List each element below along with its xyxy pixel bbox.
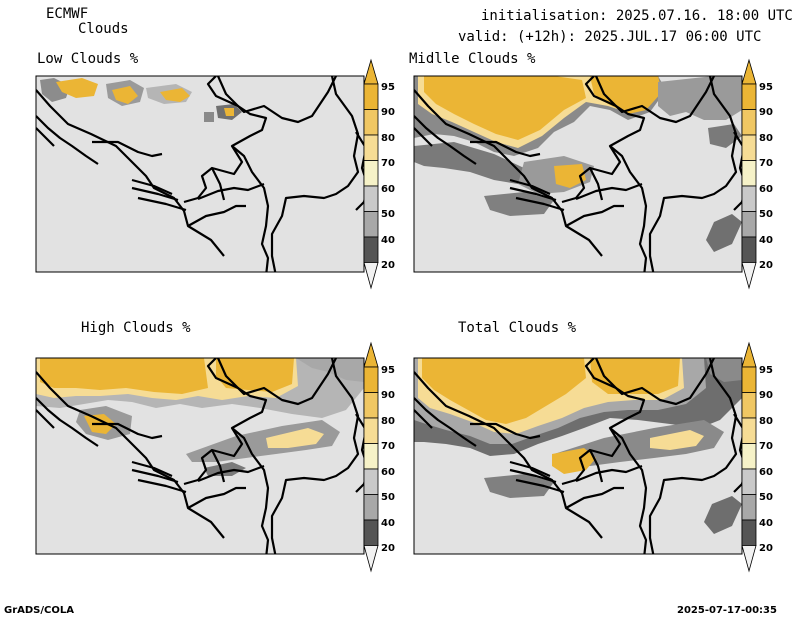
map-panel-low	[35, 75, 365, 273]
panel-title-middle: Midlle Clouds %	[409, 51, 536, 67]
cb-label: 90	[759, 390, 773, 401]
colorbar-total	[741, 342, 757, 572]
cb-label: 40	[759, 518, 773, 529]
colorbar-middle	[741, 59, 757, 289]
cb-label: 50	[759, 209, 773, 220]
map-panel-high	[35, 357, 365, 555]
cb-label: 60	[759, 467, 773, 478]
cb-label: 70	[759, 441, 773, 452]
cb-label: 70	[381, 158, 395, 169]
cb-label: 50	[381, 209, 395, 220]
panel-title-high: High Clouds %	[81, 320, 191, 336]
cb-label: 50	[759, 492, 773, 503]
footer-timestamp: 2025-07-17-00:35	[677, 605, 777, 616]
cb-label: 60	[381, 184, 395, 195]
cb-label: 80	[381, 133, 395, 144]
cb-label: 70	[381, 441, 395, 452]
cb-label: 20	[759, 260, 773, 271]
cb-label: 40	[759, 235, 773, 246]
panel-title-total: Total Clouds %	[458, 320, 577, 336]
cb-label: 90	[381, 107, 395, 118]
cb-label: 70	[759, 158, 773, 169]
cb-label: 80	[759, 133, 773, 144]
cb-label: 95	[759, 82, 773, 93]
cb-label: 90	[381, 390, 395, 401]
map-panel-total	[413, 357, 743, 555]
cb-label: 20	[759, 543, 773, 554]
colorbar-labels: 95 90 80 70 60 50 40 20 95 90 80 70 60 5…	[381, 82, 773, 554]
init-time: initialisation: 2025.07.16. 18:00 UTC	[481, 8, 793, 24]
model-name: ECMWF	[46, 6, 89, 22]
cb-label: 60	[759, 184, 773, 195]
cb-label: 40	[381, 518, 395, 529]
cb-label: 90	[759, 107, 773, 118]
cb-label: 80	[759, 416, 773, 427]
valid-time: valid: (+12h): 2025.JUL.17 06:00 UTC	[458, 29, 762, 45]
map-panel-middle	[413, 75, 743, 273]
footer-software: GrADS/COLA	[4, 605, 74, 616]
cb-label: 20	[381, 260, 395, 271]
cb-label: 60	[381, 467, 395, 478]
panel-title-low: Low Clouds %	[37, 51, 139, 67]
cb-label: 95	[381, 365, 395, 376]
cb-label: 40	[381, 235, 395, 246]
cb-label: 95	[381, 82, 395, 93]
cb-label: 20	[381, 543, 395, 554]
colorbar-low	[363, 59, 379, 289]
cb-label: 95	[759, 365, 773, 376]
cb-label: 50	[381, 492, 395, 503]
cb-label: 80	[381, 416, 395, 427]
colorbar-high	[363, 342, 379, 572]
product-name: Clouds	[78, 21, 129, 37]
